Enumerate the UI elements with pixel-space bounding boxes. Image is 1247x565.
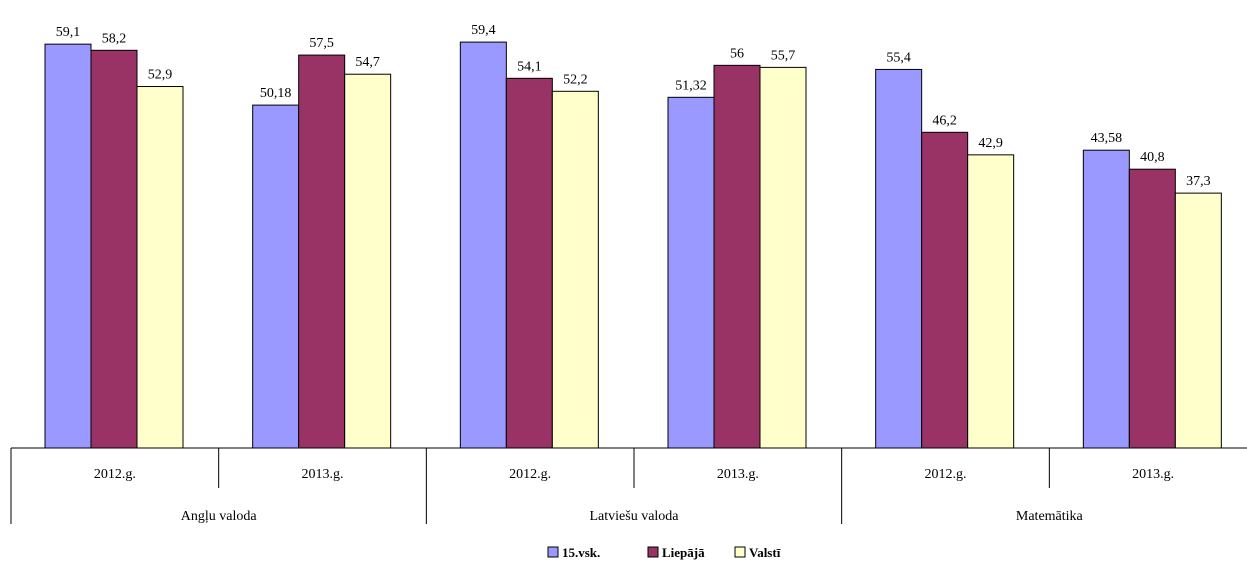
x-group-label-1: Angļu valoda <box>181 509 258 524</box>
x-tick-label-6: 2013.g. <box>1132 467 1174 482</box>
x-group-label-3: Matemātika <box>1016 509 1084 524</box>
x-group-label-2: Latviešu valoda <box>589 509 679 524</box>
data-label-3-6: 37,3 <box>1186 174 1211 189</box>
bar-3-3 <box>551 90 599 449</box>
legend-swatch-1 <box>547 546 559 558</box>
bar-3-1 <box>136 86 184 449</box>
x-tick-label-5: 2012.g. <box>925 467 967 482</box>
bar-2-5 <box>921 131 969 449</box>
bar-3-2 <box>344 73 392 449</box>
data-label-1-3: 59,4 <box>471 23 496 38</box>
data-label-2-2: 57,5 <box>309 36 334 51</box>
data-label-2-3: 54,1 <box>517 59 542 74</box>
data-label-3-2: 54,7 <box>355 55 380 70</box>
data-label-2-6: 40,8 <box>1140 150 1165 165</box>
bar-1-2 <box>252 104 300 449</box>
x-tick-label-3: 2012.g. <box>509 467 551 482</box>
data-label-3-4: 55,7 <box>771 48 796 63</box>
legend-swatch-3 <box>734 546 746 558</box>
data-label-1-5: 55,4 <box>886 50 911 65</box>
bar-1-6 <box>1082 149 1130 449</box>
bar-2-3 <box>505 77 553 449</box>
data-label-3-1: 52,9 <box>148 68 173 83</box>
data-label-1-1: 59,1 <box>56 25 81 40</box>
bar-2-2 <box>298 54 346 449</box>
bar-1-4 <box>667 96 715 449</box>
x-tick-label-1: 2012.g. <box>94 467 136 482</box>
legend-swatch-2 <box>647 546 659 558</box>
data-label-2-4: 56 <box>730 46 744 61</box>
x-tick-label-4: 2013.g. <box>717 467 759 482</box>
bar-1-1 <box>44 43 92 449</box>
data-label-1-2: 50,18 <box>260 86 292 101</box>
bar-3-5 <box>967 154 1015 449</box>
data-label-2-1: 58,2 <box>102 31 127 46</box>
legend-label-2: Liepājā <box>662 545 705 560</box>
x-tick-label-2: 2013.g. <box>302 467 344 482</box>
bar-2-4 <box>713 64 761 449</box>
legend-label-3: Valstī <box>749 545 781 560</box>
bar-3-6 <box>1174 192 1222 449</box>
legend-label-1: 15.vsk. <box>562 545 600 560</box>
bar-2-6 <box>1128 168 1176 449</box>
data-label-3-5: 42,9 <box>978 136 1003 151</box>
data-label-3-3: 52,2 <box>563 72 588 87</box>
bar-1-3 <box>459 41 507 449</box>
bar-1-5 <box>875 68 923 449</box>
bar-2-1 <box>90 49 138 449</box>
bar-3-4 <box>759 66 807 449</box>
data-label-1-4: 51,32 <box>675 78 707 93</box>
data-label-1-6: 43,58 <box>1091 131 1123 146</box>
data-label-2-5: 46,2 <box>932 113 957 128</box>
